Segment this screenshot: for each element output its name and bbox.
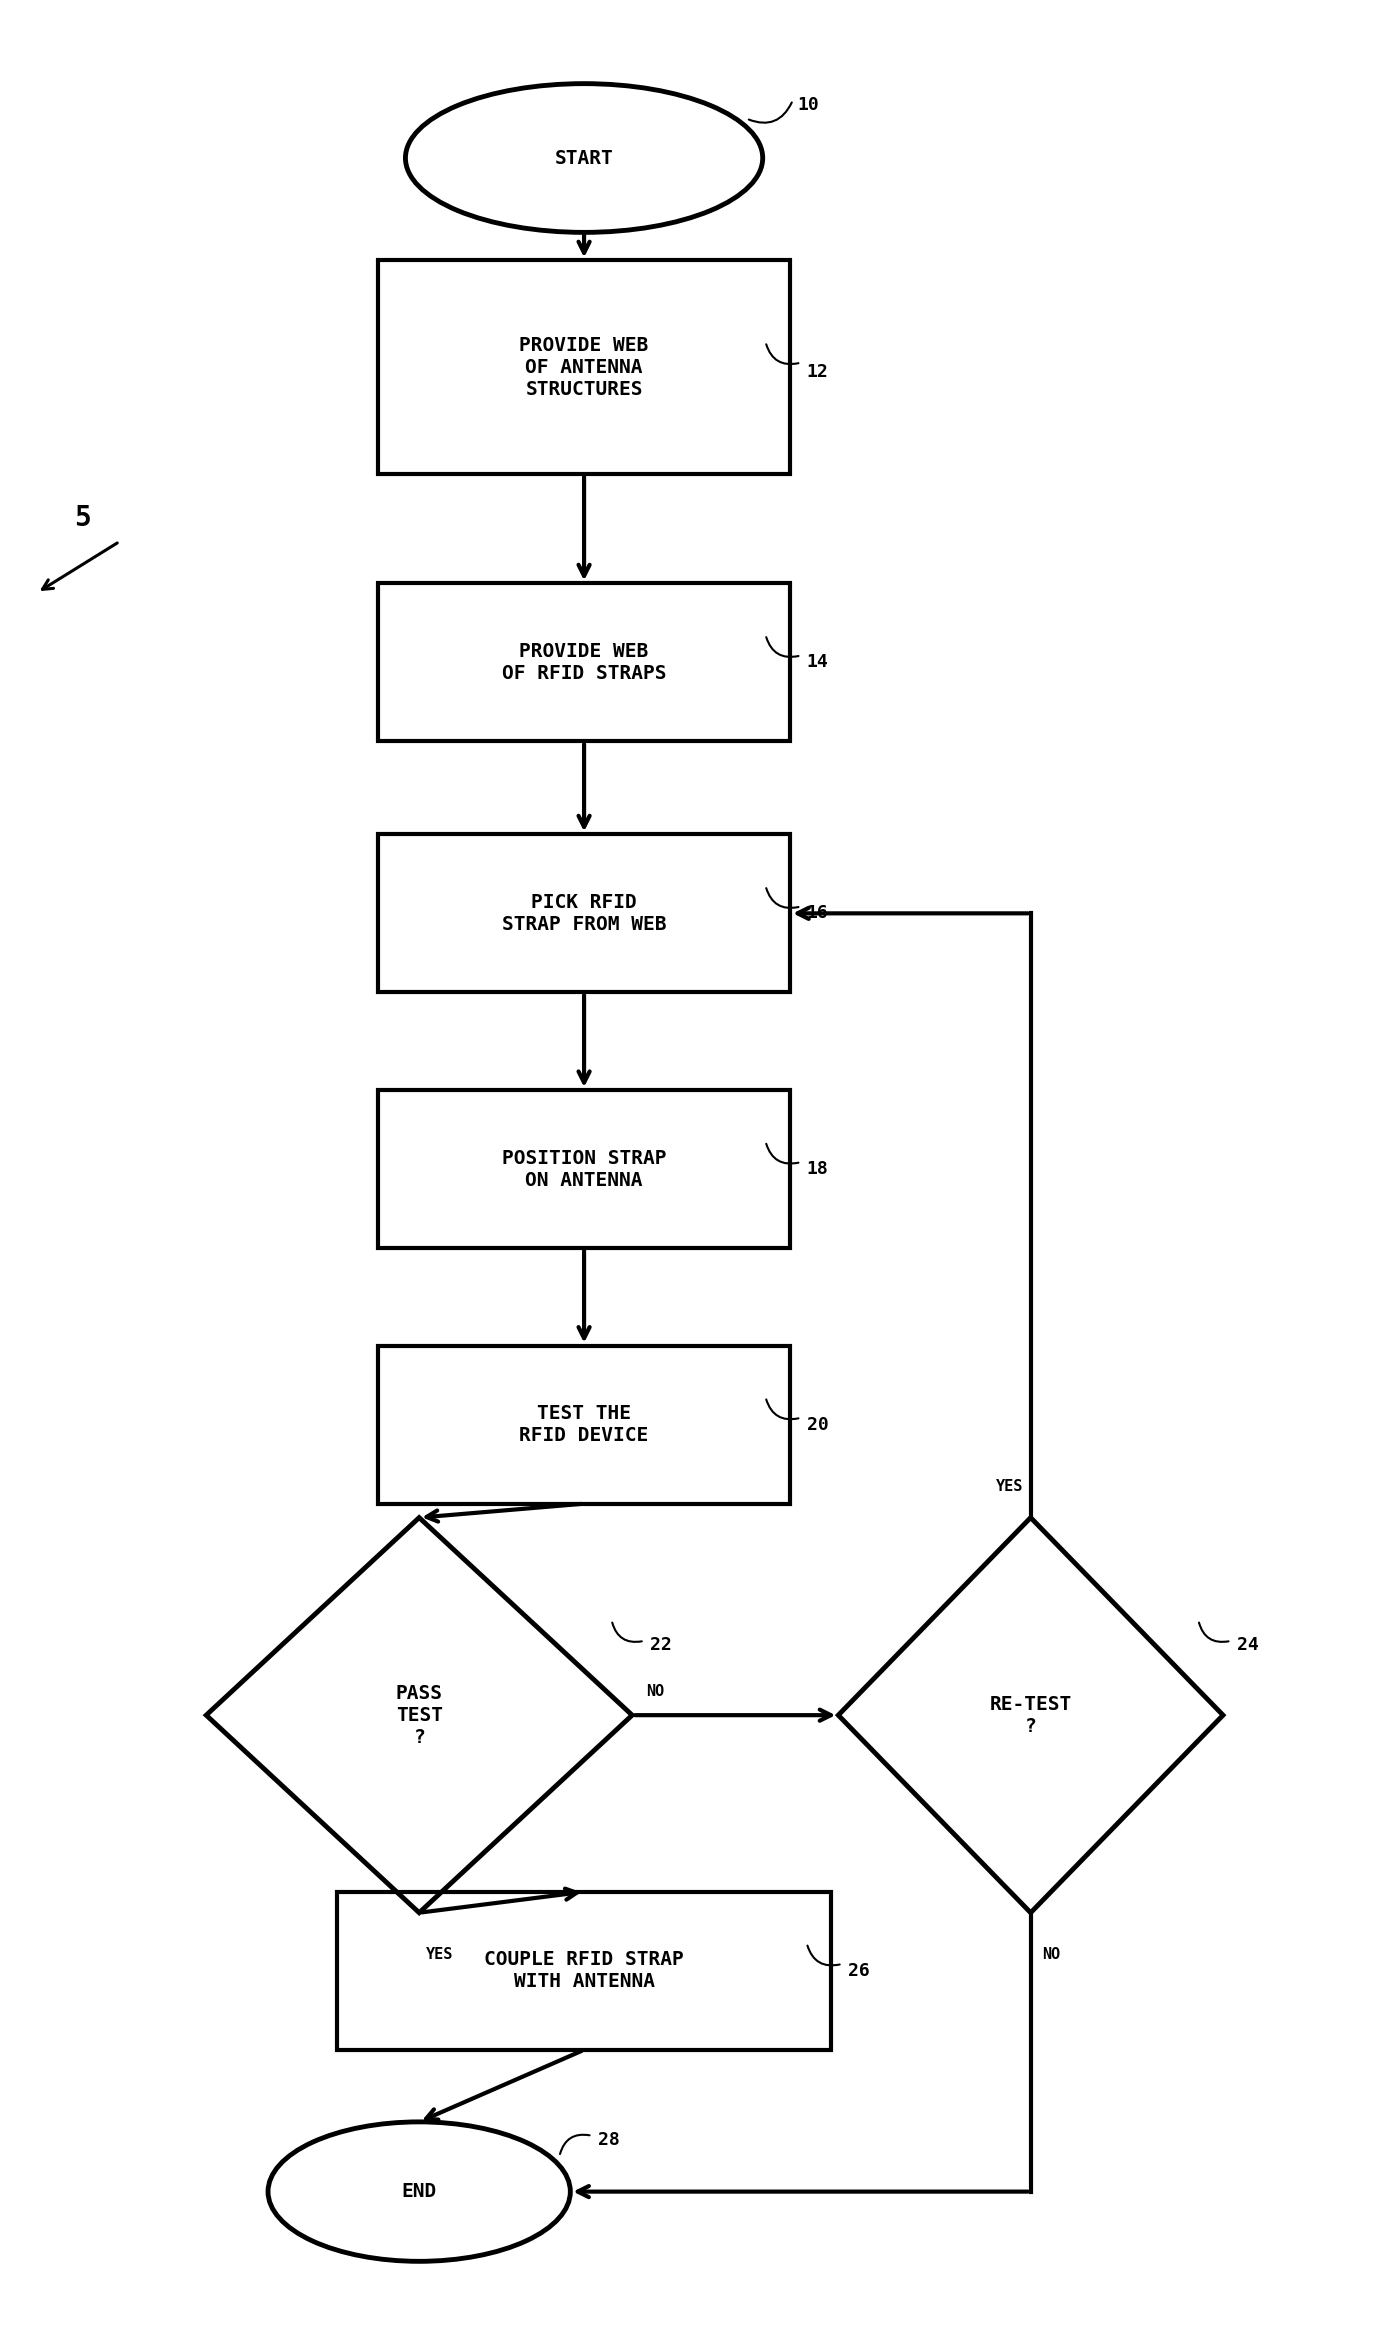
Text: PASS
TEST
?: PASS TEST ? xyxy=(396,1683,443,1746)
Text: RE-TEST
?: RE-TEST ? xyxy=(990,1695,1072,1735)
Text: PICK RFID
STRAP FROM WEB: PICK RFID STRAP FROM WEB xyxy=(502,893,666,933)
Text: NO: NO xyxy=(1041,1948,1060,1962)
Bar xyxy=(378,835,790,991)
Text: NO: NO xyxy=(645,1683,663,1700)
Bar xyxy=(378,582,790,741)
Bar xyxy=(378,1090,790,1248)
Text: 16: 16 xyxy=(806,905,829,924)
Text: 24: 24 xyxy=(1237,1637,1259,1655)
Text: POSITION STRAP
ON ANTENNA: POSITION STRAP ON ANTENNA xyxy=(502,1148,666,1190)
Text: 26: 26 xyxy=(848,1962,870,1980)
Text: START: START xyxy=(555,150,613,168)
Text: TEST THE
RFID DEVICE: TEST THE RFID DEVICE xyxy=(519,1405,648,1445)
Text: 10: 10 xyxy=(797,96,819,115)
Text: YES: YES xyxy=(997,1480,1024,1494)
Text: 22: 22 xyxy=(650,1637,672,1655)
Text: YES: YES xyxy=(426,1948,454,1962)
Text: 28: 28 xyxy=(598,2132,619,2149)
Text: PROVIDE WEB
OF RFID STRAPS: PROVIDE WEB OF RFID STRAPS xyxy=(502,643,666,683)
Text: COUPLE RFID STRAP
WITH ANTENNA: COUPLE RFID STRAP WITH ANTENNA xyxy=(484,1950,684,1992)
Text: 5: 5 xyxy=(74,505,90,533)
Text: 18: 18 xyxy=(806,1160,829,1178)
Text: PROVIDE WEB
OF ANTENNA
STRUCTURES: PROVIDE WEB OF ANTENNA STRUCTURES xyxy=(519,337,648,400)
Text: 20: 20 xyxy=(806,1414,829,1433)
Bar xyxy=(378,260,790,475)
Bar xyxy=(378,1347,790,1503)
Text: 12: 12 xyxy=(806,362,829,381)
Text: END: END xyxy=(401,2181,437,2200)
Text: 14: 14 xyxy=(806,652,829,671)
Bar xyxy=(337,1891,831,2050)
